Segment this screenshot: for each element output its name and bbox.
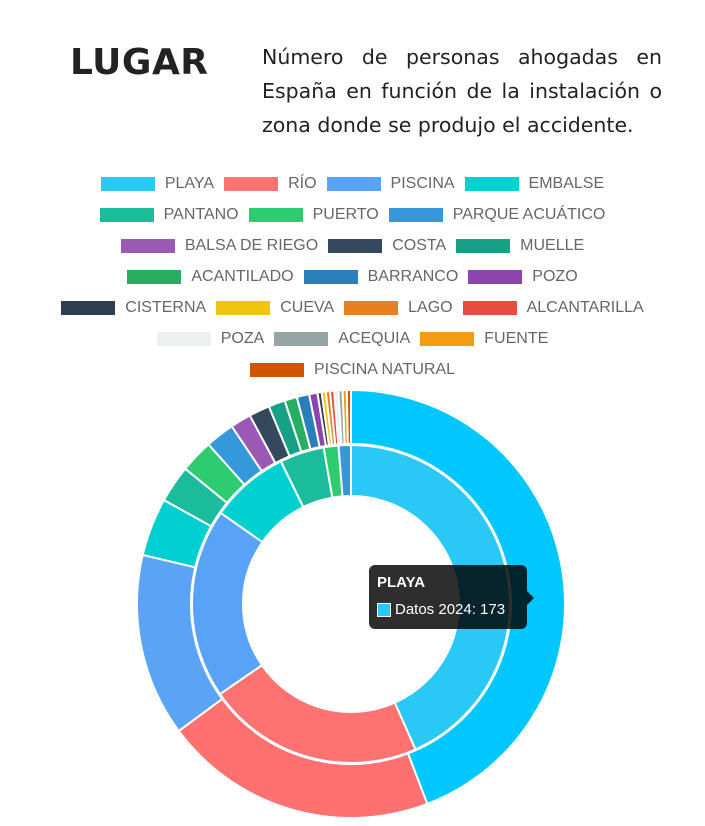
legend-label: LAGO (408, 298, 453, 316)
legend-swatch (99, 207, 154, 222)
legend-swatch (468, 269, 523, 284)
tooltip-color-swatch (377, 602, 391, 617)
legend-label: PARQUE ACUÁTICO (452, 205, 606, 223)
legend-label: ACEQUIA (338, 329, 411, 347)
legend-item[interactable]: LAGO (344, 298, 453, 317)
legend-label: PANTANO (163, 205, 239, 223)
legend-swatch (344, 300, 399, 315)
chart-subtitle: Número de personas ahogadas en España en… (262, 45, 662, 137)
legend-swatch (328, 238, 383, 253)
legend-label: CUEVA (280, 298, 335, 316)
legend-swatch (156, 331, 211, 346)
legend-label: POZA (220, 329, 265, 347)
legend-swatch (456, 238, 511, 253)
legend-swatch (100, 176, 155, 191)
legend-label: PISCINA (390, 174, 455, 192)
legend-row: PLAYA RÍO PISCINA EMBALSE (20, 168, 685, 199)
legend-item[interactable]: BALSA DE RIEGO (120, 236, 319, 255)
legend-swatch (224, 176, 279, 191)
tooltip-title: PLAYA (377, 574, 426, 591)
legend-item[interactable]: FUENTE (420, 330, 548, 348)
legend-item[interactable]: COSTA (328, 237, 446, 255)
legend-label: ALCANTARILLA (526, 298, 644, 316)
legend-item[interactable]: CISTERNA (61, 299, 206, 317)
legend-swatch (248, 207, 303, 222)
legend-label: POZO (532, 267, 578, 285)
legend-item[interactable]: CUEVA (216, 299, 334, 317)
legend-item[interactable]: PANTANO (99, 205, 239, 224)
legend-item[interactable]: MUELLE (456, 237, 584, 255)
legend-label: BARRANCO (367, 267, 459, 285)
legend-swatch (120, 238, 175, 253)
legend-label: BALSA DE RIEGO (184, 236, 319, 254)
legend-label: PLAYA (164, 174, 215, 192)
legend-swatch (127, 269, 182, 284)
legend-item[interactable]: BARRANCO (303, 267, 459, 286)
legend-item[interactable]: PUERTO (248, 205, 379, 224)
legend-item[interactable]: EMBALSE (464, 174, 605, 193)
legend-swatch (388, 207, 443, 222)
legend-row: POZA ACEQUIA FUENTE (20, 323, 685, 354)
legend-label: MUELLE (520, 236, 585, 254)
legend-item[interactable]: PISCINA NATURAL (249, 360, 456, 379)
chart-legend: PLAYA RÍO PISCINA EMBALSE PANTANO PUERTO PARQU… (20, 168, 685, 385)
doughnut-slice-outer-playa[interactable] (350, 388, 566, 806)
legend-label: CISTERNA (125, 298, 207, 316)
legend-swatch (462, 300, 517, 315)
legend-row: PANTANO PUERTO PARQUE ACUÁTICO (20, 199, 685, 230)
legend-label: ACANTILADO (191, 267, 294, 285)
legend-item[interactable]: PLAYA (100, 174, 215, 193)
legend-item[interactable]: POZO (468, 267, 578, 286)
legend-item[interactable]: POZA (156, 329, 265, 348)
legend-swatch (464, 176, 519, 191)
legend-label: COSTA (392, 236, 447, 254)
chart-tooltip: PLAYA Datos 2024: 173 (369, 565, 534, 629)
legend-label: PISCINA NATURAL (313, 360, 456, 378)
legend-item[interactable]: ACEQUIA (274, 330, 410, 348)
legend-item[interactable]: PARQUE ACUÁTICO (388, 205, 606, 224)
legend-row: ACANTILADO BARRANCO POZO (20, 261, 685, 292)
legend-item[interactable]: PISCINA (326, 174, 455, 193)
chart-title: LUGAR (70, 42, 209, 83)
legend-label: EMBALSE (528, 174, 605, 192)
legend-item[interactable]: RÍO (224, 174, 317, 193)
legend-row: PISCINA NATURAL (20, 354, 685, 385)
legend-swatch (274, 331, 329, 346)
legend-row: CISTERNA CUEVA LAGO ALCANTARILLA (20, 292, 685, 323)
legend-label: PUERTO (312, 205, 379, 223)
legend-swatch (420, 331, 475, 346)
legend-label: FUENTE (484, 329, 549, 347)
legend-row: BALSA DE RIEGO COSTA MUELLE (20, 230, 685, 261)
doughnut-slice-outer-piscina-natural[interactable] (345, 388, 352, 446)
doughnut-slice-inner-playa[interactable] (350, 443, 511, 751)
legend-label: RÍO (288, 174, 317, 192)
tooltip-label: Datos 2024: 173 (395, 601, 506, 618)
legend-swatch (326, 176, 381, 191)
legend-item[interactable]: ACANTILADO (127, 267, 294, 286)
doughnut-slice-inner-parque-acuático[interactable] (337, 443, 352, 498)
legend-swatch (303, 269, 358, 284)
legend-item[interactable]: ALCANTARILLA (462, 298, 644, 317)
legend-swatch (61, 300, 116, 315)
legend-swatch (249, 362, 304, 377)
legend-swatch (216, 300, 271, 315)
tooltip-body: Datos 2024: 173 (377, 601, 505, 618)
